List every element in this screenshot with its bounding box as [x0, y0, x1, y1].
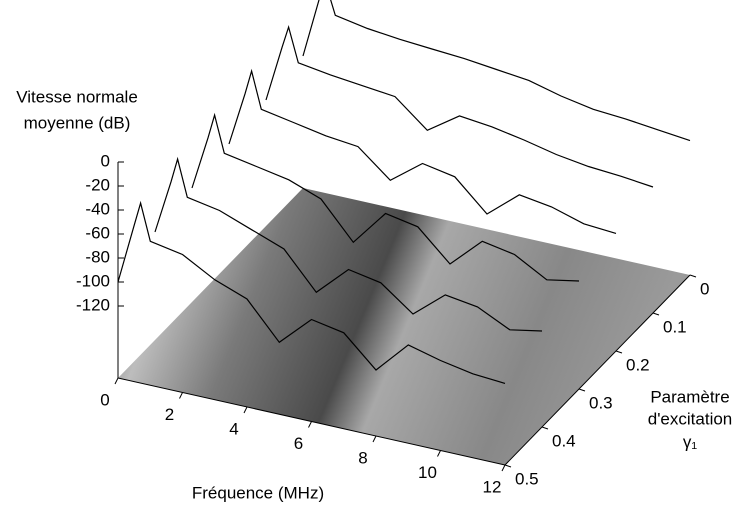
x-tick — [437, 450, 441, 457]
y-tick-label: 0.2 — [626, 355, 650, 374]
x-tick — [114, 377, 119, 385]
z-tick-label: -80 — [85, 247, 110, 266]
z-tick-label: 0 — [101, 151, 110, 170]
z-tick-label: -40 — [85, 199, 110, 218]
x-tick — [501, 464, 506, 472]
axes: 0 2 4 6 8 10 12 0 0.1 0.2 0.3 0.4 0.5 0 -20 -40 -60 -80 -1… — [76, 151, 710, 496]
y-tick — [541, 426, 549, 430]
spectrum-line — [265, 24, 654, 188]
z-tick-label: -120 — [76, 295, 110, 314]
spectrum-line — [302, 0, 691, 142]
y-axis-label: γ₁ — [683, 432, 698, 451]
x-tick-label: 4 — [229, 419, 238, 438]
y-tick — [689, 274, 697, 278]
x-tick-label: 0 — [100, 390, 109, 409]
y-tick — [615, 350, 623, 354]
y-tick-label: 0 — [700, 279, 709, 298]
x-tick — [372, 435, 377, 443]
curves — [117, 0, 691, 384]
x-tick-label: 12 — [483, 477, 502, 496]
spectrum-line — [191, 112, 580, 282]
z-axis-label: moyenne (dB) — [24, 113, 131, 132]
spectrum-line — [117, 200, 506, 384]
z-tick-label: -60 — [85, 223, 110, 242]
spectrum-line — [154, 156, 543, 332]
x-tick-label: 2 — [165, 405, 174, 424]
x-tick-label: 6 — [294, 434, 303, 453]
x-tick — [243, 406, 248, 414]
y-tick-label: 0.5 — [515, 469, 539, 488]
x-tick-label: 10 — [418, 463, 437, 482]
floor-plane — [118, 188, 690, 465]
z-axis-label: Vitesse normale — [16, 87, 138, 106]
y-axis-line — [504, 274, 691, 466]
x-tick — [308, 421, 312, 428]
spectrum-line — [228, 68, 617, 234]
x-tick-label: 8 — [358, 448, 367, 467]
y-tick — [578, 388, 586, 392]
y-tick — [504, 464, 512, 468]
y-axis-label: Paramètre — [650, 387, 729, 406]
y-tick-label: 0.1 — [663, 317, 687, 336]
floor — [118, 188, 690, 465]
y-tick — [652, 312, 660, 316]
x-tick — [179, 392, 183, 399]
y-tick-label: 0.3 — [589, 393, 613, 412]
z-tick-label: -20 — [85, 175, 110, 194]
z-tick-label: -100 — [76, 271, 110, 290]
y-axis-label: d'excitation — [648, 409, 733, 428]
y-tick-label: 0.4 — [552, 431, 576, 450]
x-axis-label: Fréquence (MHz) — [192, 483, 324, 502]
